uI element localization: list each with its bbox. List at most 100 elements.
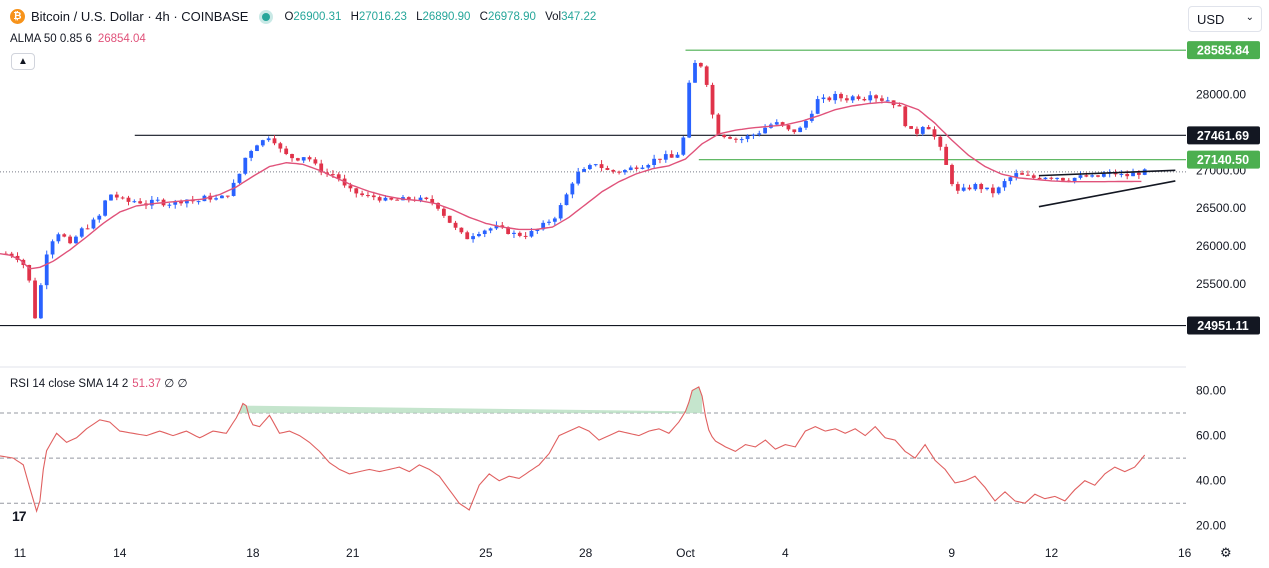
- candle-body: [815, 99, 820, 114]
- candle-body: [932, 129, 937, 137]
- candle-74: [436, 202, 440, 211]
- collapse-legend-button[interactable]: ▲: [11, 53, 35, 70]
- candle-body: [757, 133, 762, 135]
- time-tick-label: 21: [346, 546, 360, 560]
- candle-87: [512, 230, 516, 239]
- candle-body: [541, 222, 546, 230]
- candle-146: [856, 94, 861, 101]
- candle-body: [990, 187, 995, 194]
- candle-body: [395, 199, 400, 201]
- candle-160: [938, 135, 943, 151]
- candle-body: [62, 234, 67, 237]
- candle-body: [418, 197, 423, 201]
- candle-body: [804, 120, 808, 128]
- candle-body: [44, 254, 49, 286]
- candle-21: [126, 195, 131, 206]
- candle-body: [722, 134, 727, 138]
- candle-body: [593, 164, 598, 166]
- candle-body: [38, 285, 43, 319]
- candle-body: [587, 165, 592, 170]
- chevron-down-icon: ⌄: [1245, 12, 1254, 23]
- candle-115: [675, 152, 680, 158]
- candle-156: [915, 126, 919, 137]
- candle-body: [547, 221, 551, 223]
- candle-body: [366, 195, 370, 197]
- candle-body: [295, 158, 300, 161]
- rsi-legend[interactable]: RSI 14 close SMA 14 2 51.37 ∅ ∅: [10, 376, 187, 390]
- candle-body: [517, 232, 522, 236]
- candle-body: [237, 173, 242, 183]
- candle-61: [360, 190, 365, 197]
- candle-120: [704, 65, 709, 87]
- candle-60: [354, 187, 359, 198]
- candle-body: [1020, 173, 1024, 175]
- candle-16: [97, 214, 102, 223]
- candle-96: [564, 192, 569, 206]
- candle-103: [605, 165, 610, 171]
- currency-label: USD: [1197, 11, 1225, 27]
- candle-body: [284, 148, 289, 155]
- candle-137: [804, 119, 808, 130]
- candle-body: [126, 197, 131, 202]
- candle-body: [996, 187, 1001, 194]
- gear-icon[interactable]: ⚙: [1220, 545, 1232, 560]
- candle-23: [138, 198, 143, 204]
- candle-body: [506, 227, 511, 234]
- time-tick-label: 4: [782, 546, 789, 560]
- candle-33: [196, 200, 201, 205]
- candle-38: [225, 195, 230, 199]
- candle-98: [576, 167, 581, 186]
- candle-8: [50, 239, 55, 259]
- candle-body: [628, 167, 633, 171]
- candle-107: [628, 165, 633, 171]
- candle-body: [1026, 174, 1030, 176]
- candle-154: [903, 105, 908, 128]
- candle-body: [774, 122, 779, 125]
- candle-125: [733, 137, 738, 143]
- candle-188: [1101, 171, 1106, 178]
- candle-140: [821, 94, 826, 103]
- candle-139: [815, 95, 820, 115]
- candle-body: [570, 183, 575, 195]
- candle-124: [728, 135, 732, 140]
- candle-body: [424, 197, 429, 199]
- candle-165: [967, 184, 972, 191]
- candle-body: [798, 127, 803, 133]
- alma-legend[interactable]: ALMA 50 0.85 6 26854.04: [10, 33, 146, 45]
- candle-46: [272, 135, 277, 146]
- level-label-bg-1: [1187, 126, 1260, 145]
- candle-78: [459, 227, 464, 234]
- candle-body: [114, 194, 119, 198]
- candle-body: [675, 154, 680, 158]
- candle-body: [231, 182, 236, 196]
- candle-75: [441, 207, 446, 218]
- candle-body: [494, 225, 499, 229]
- candle-body: [249, 151, 254, 158]
- candle-113: [663, 150, 668, 163]
- candle-body: [669, 154, 674, 158]
- candle-body: [733, 138, 738, 140]
- candle-57: [336, 172, 341, 182]
- candle-45: [266, 136, 271, 142]
- candle-108: [634, 165, 639, 171]
- candle-body: [68, 236, 72, 244]
- currency-select[interactable]: USD ⌄: [1188, 6, 1262, 32]
- candle-175: [1026, 170, 1030, 176]
- candle-body: [710, 84, 715, 115]
- tradingview-logo-icon[interactable]: 17: [12, 508, 27, 524]
- candle-body: [955, 184, 960, 191]
- symbol-title[interactable]: Bitcoin / U.S. Dollar · 4h · COINBASE: [31, 9, 249, 24]
- candle-body: [681, 137, 686, 155]
- candle-167: [979, 182, 984, 193]
- candle-44: [260, 139, 265, 148]
- candle-body: [377, 197, 382, 201]
- candle-13: [79, 226, 84, 239]
- candle-body: [243, 157, 248, 174]
- candle-body: [885, 100, 890, 102]
- candle-161: [944, 143, 949, 166]
- candle-114: [669, 150, 674, 158]
- candle-body: [844, 98, 849, 101]
- candle-151: [885, 96, 890, 102]
- candle-body: [1043, 177, 1048, 180]
